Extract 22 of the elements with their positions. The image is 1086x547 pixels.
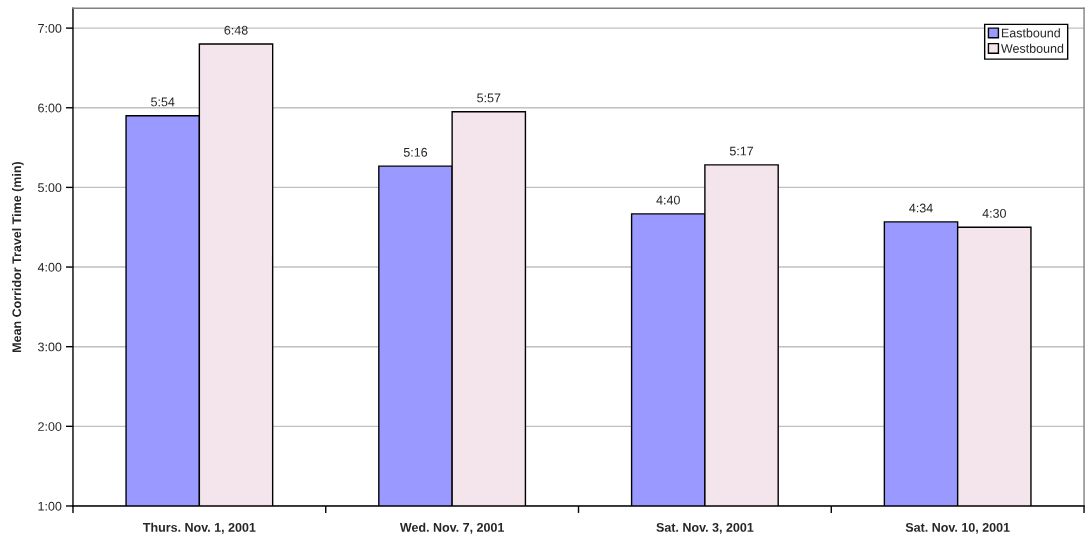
y-tick-label: 7:00 — [38, 23, 62, 33]
x-tick-label: Sat. Nov. 10, 2001 — [905, 522, 1010, 534]
y-tick-label: 6:00 — [38, 103, 62, 113]
data-label: 4:34 — [909, 203, 933, 213]
data-label: 5:54 — [151, 97, 175, 107]
data-label: 5:57 — [477, 93, 501, 103]
y-tick-label: 2:00 — [38, 422, 62, 431]
y-tick-label: 5:00 — [38, 183, 62, 193]
y-tick-label: 1:00 — [38, 501, 62, 511]
data-label: 5:17 — [729, 146, 754, 156]
y-axis-title: Mean Corridor Travel Time (min) — [12, 161, 24, 352]
x-tick-label: Thurs. Nov. 1, 2001 — [143, 522, 256, 534]
data-label: 4:40 — [656, 195, 680, 205]
data-label: 4:30 — [982, 208, 1006, 218]
legend-label: Eastbound — [1001, 28, 1060, 38]
x-tick-label: Wed. Nov. 7, 2001 — [399, 522, 505, 534]
legend-label: Westbound — [1000, 43, 1064, 53]
x-tick-label: Sat. Nov. 3, 2001 — [656, 522, 754, 534]
data-label: 6:48 — [224, 25, 248, 35]
y-tick-label: 4:00 — [37, 262, 62, 272]
y-tick-label: 3:00 — [38, 342, 62, 352]
data-label: 5:16 — [403, 147, 428, 157]
